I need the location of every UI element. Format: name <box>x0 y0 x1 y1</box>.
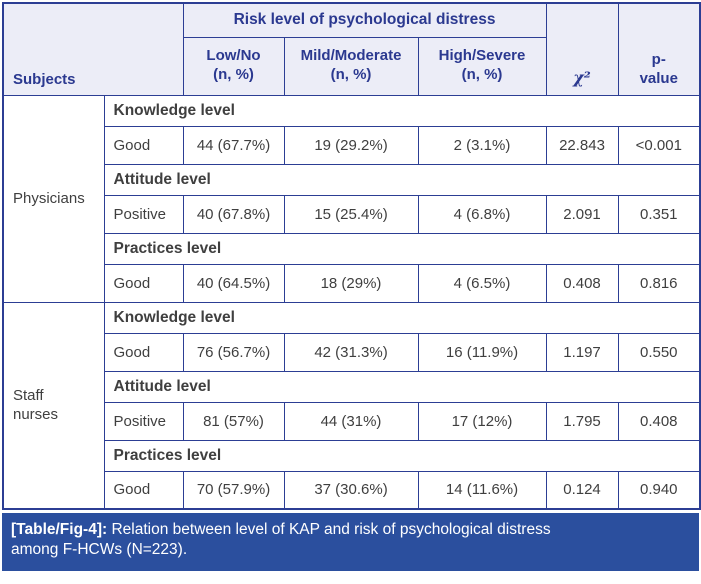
column-header-subjects: Subjects <box>2 2 184 96</box>
column-header-chi-square: χ² <box>545 2 619 96</box>
table-row: Practices level <box>3 439 701 472</box>
cell-chi-square: 1.795 <box>545 401 619 441</box>
cell-chi-square: 1.197 <box>545 332 619 372</box>
cell-high-severe: 4 (6.8%) <box>417 194 547 234</box>
cell-chi-square: 2.091 <box>545 194 619 234</box>
table-row: Practices level <box>3 232 701 265</box>
table-row: Positive 40 (67.8%) 15 (25.4%) 4 (6.8%) … <box>3 194 701 234</box>
cell-chi-square: 0.124 <box>545 470 619 510</box>
column-header-high-severe: High/Severe (n, %) <box>417 36 547 96</box>
kap-distress-table: Subjects Risk level of psychological dis… <box>2 2 701 510</box>
cell-low-no: 40 (67.8%) <box>182 194 285 234</box>
column-header-low-no: Low/No (n, %) <box>182 36 285 96</box>
table-row: Good 44 (67.7%) 19 (29.2%) 2 (3.1%) 22.8… <box>3 125 701 165</box>
cell-low-no: 81 (57%) <box>182 401 285 441</box>
cell-mild-moderate: 18 (29%) <box>283 263 419 303</box>
row-label: Good <box>103 263 184 303</box>
row-label: Good <box>103 470 184 510</box>
table-row: Positive 81 (57%) 44 (31%) 17 (12%) 1.79… <box>3 401 701 441</box>
section-header-practices: Practices level <box>103 232 701 265</box>
cell-p-value: 0.816 <box>617 263 701 303</box>
cell-mild-moderate: 15 (25.4%) <box>283 194 419 234</box>
table-row: Staff nurses Knowledge level <box>2 301 701 510</box>
table-row: Good 76 (56.7%) 42 (31.3%) 16 (11.9%) 1.… <box>3 332 701 372</box>
table-row: Good 70 (57.9%) 37 (30.6%) 14 (11.6%) 0.… <box>3 470 701 510</box>
cell-low-no: 76 (56.7%) <box>182 332 285 372</box>
cell-high-severe: 2 (3.1%) <box>417 125 547 165</box>
caption-line2: among F-HCWs (N=223). <box>11 541 188 559</box>
subject-cell-staff-nurses: Staff nurses <box>2 301 105 510</box>
cell-p-value: 0.351 <box>617 194 701 234</box>
cell-chi-square: 22.843 <box>545 125 619 165</box>
section-header-attitude: Attitude level <box>103 370 701 403</box>
cell-high-severe: 17 (12%) <box>417 401 547 441</box>
section-header-knowledge: Knowledge level <box>103 301 701 334</box>
table-row: Attitude level <box>3 370 701 403</box>
column-header-risk-level: Risk level of psychological distress <box>182 2 547 38</box>
cell-high-severe: 16 (11.9%) <box>417 332 547 372</box>
row-label: Good <box>103 332 184 372</box>
cell-mild-moderate: 44 (31%) <box>283 401 419 441</box>
cell-p-value: <0.001 <box>617 125 701 165</box>
cell-high-severe: 14 (11.6%) <box>417 470 547 510</box>
row-label: Positive <box>103 194 184 234</box>
cell-p-value: 0.940 <box>617 470 701 510</box>
column-header-mild-moderate: Mild/Moderate (n, %) <box>283 36 419 96</box>
cell-mild-moderate: 19 (29.2%) <box>283 125 419 165</box>
table-caption: [Table/Fig-4]: Relation between level of… <box>2 513 699 571</box>
row-label: Good <box>103 125 184 165</box>
column-header-p-value: p- value <box>617 2 701 96</box>
subject-cell-physicians: Physicians <box>2 94 105 303</box>
cell-chi-square: 0.408 <box>545 263 619 303</box>
caption-line1: Relation between level of KAP and risk o… <box>111 521 551 538</box>
cell-p-value: 0.550 <box>617 332 701 372</box>
section-header-knowledge: Knowledge level <box>103 94 701 127</box>
cell-low-no: 44 (67.7%) <box>182 125 285 165</box>
cell-high-severe: 4 (6.5%) <box>417 263 547 303</box>
section-header-attitude: Attitude level <box>103 163 701 196</box>
cell-mild-moderate: 37 (30.6%) <box>283 470 419 510</box>
cell-mild-moderate: 42 (31.3%) <box>283 332 419 372</box>
caption-tag: [Table/Fig-4]: <box>11 521 108 538</box>
section-header-practices: Practices level <box>103 439 701 472</box>
table-row: Good 40 (64.5%) 18 (29%) 4 (6.5%) 0.408 … <box>3 263 701 303</box>
cell-p-value: 0.408 <box>617 401 701 441</box>
cell-low-no: 70 (57.9%) <box>182 470 285 510</box>
table-row: Attitude level <box>3 163 701 196</box>
table-figure: Subjects Risk level of psychological dis… <box>2 2 701 571</box>
table-row: Physicians Knowledge level <box>2 94 701 303</box>
row-label: Positive <box>103 401 184 441</box>
cell-low-no: 40 (64.5%) <box>182 263 285 303</box>
